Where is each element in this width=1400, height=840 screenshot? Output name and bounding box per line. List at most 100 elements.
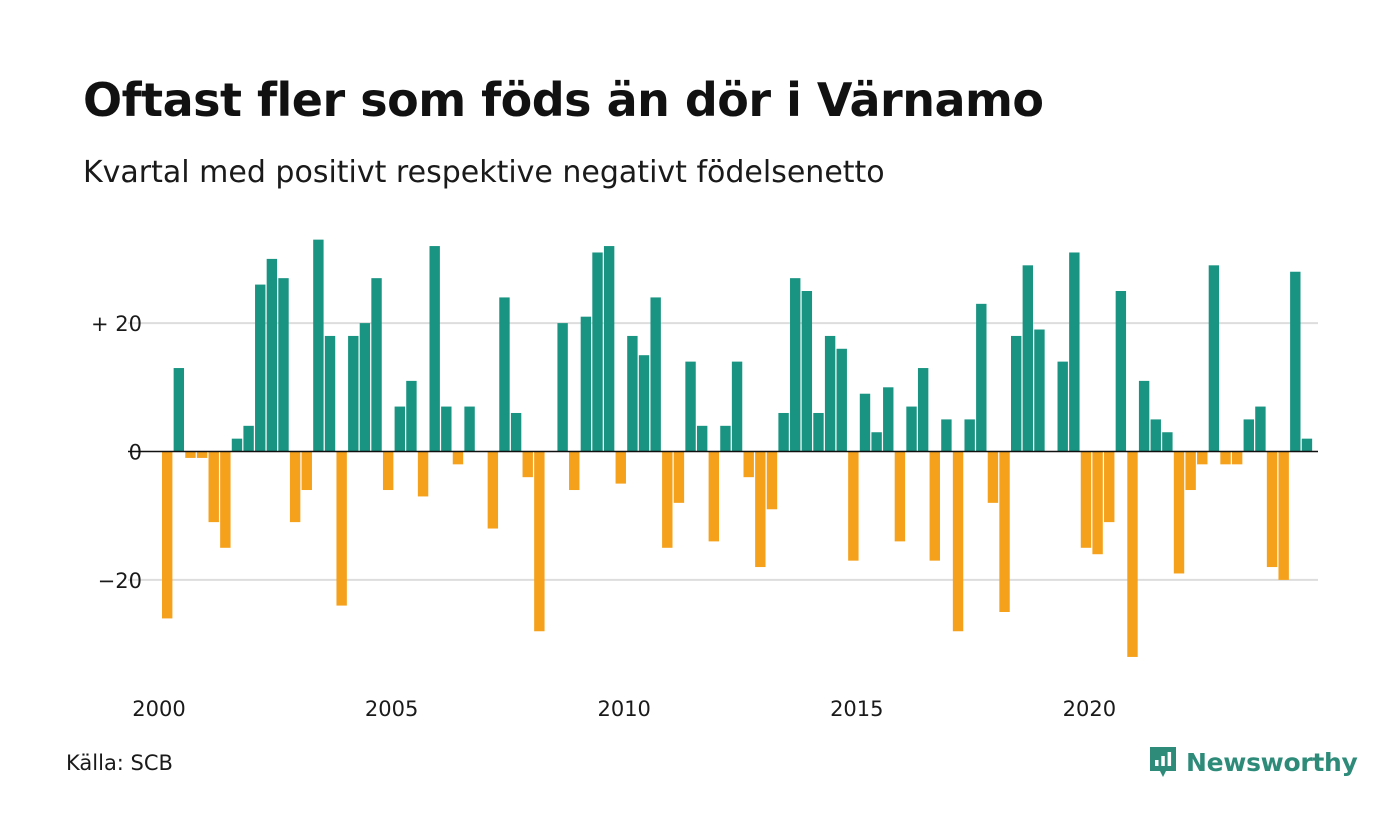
bar [662, 451, 673, 548]
bar [929, 451, 940, 561]
bar [696, 425, 708, 452]
bar [499, 297, 510, 452]
bar [685, 361, 696, 452]
bar [1069, 252, 1080, 452]
bar [708, 451, 720, 542]
bar [1092, 451, 1103, 555]
bar [1034, 329, 1045, 452]
bar [859, 393, 871, 452]
brand-name: Newsworthy [1186, 747, 1358, 777]
bar [348, 335, 359, 452]
bar [801, 291, 813, 452]
x-tick-label: 2005 [365, 697, 418, 721]
bar [289, 451, 301, 523]
bar [1162, 432, 1173, 452]
bar [1266, 451, 1278, 568]
bar [1127, 451, 1138, 657]
bar [313, 239, 324, 452]
bar [371, 278, 382, 452]
bar [999, 451, 1010, 612]
bar [1138, 380, 1150, 452]
bar [1080, 451, 1092, 548]
chart-title: Oftast fler som föds än dör i Värnamo [83, 73, 1044, 127]
bar [336, 451, 347, 606]
bar [569, 451, 580, 491]
bar [1150, 419, 1161, 452]
x-tick-label: 2020 [1063, 697, 1116, 721]
bar [1057, 361, 1068, 452]
bar [266, 258, 278, 452]
newsworthy-logo-icon [1150, 747, 1176, 777]
bar [1115, 291, 1127, 452]
bar [452, 451, 464, 465]
bar [790, 278, 801, 452]
bar [1185, 451, 1196, 491]
bar [941, 419, 952, 452]
bar [231, 438, 243, 452]
bar [964, 419, 975, 452]
bar [638, 355, 650, 452]
bar [1243, 419, 1254, 452]
bars [162, 239, 1313, 657]
bar [1197, 451, 1208, 465]
bar [185, 451, 196, 458]
bar [220, 451, 231, 548]
bar [1278, 451, 1289, 580]
bar [580, 316, 592, 452]
bar [848, 451, 859, 561]
bar [464, 406, 475, 452]
bar [359, 323, 371, 452]
bar [883, 387, 894, 452]
bar [731, 361, 743, 452]
bar [917, 368, 929, 452]
bar [208, 451, 219, 523]
bar [382, 451, 394, 491]
bar [755, 451, 766, 568]
x-tick-label: 2010 [597, 697, 650, 721]
bar [394, 406, 405, 452]
bar [650, 297, 661, 452]
bar [441, 406, 452, 452]
bar [627, 335, 638, 452]
bar [1220, 451, 1231, 465]
bar [173, 368, 185, 452]
bar [1104, 451, 1115, 523]
bar [976, 303, 987, 452]
bar [429, 246, 440, 452]
bar [1231, 451, 1243, 465]
y-tick-label: 0 [129, 441, 142, 465]
bar [1255, 406, 1266, 452]
bar [766, 451, 778, 510]
axes: + 20 0 −20 2000 2005 2010 2015 2020 [91, 312, 1318, 721]
bar [743, 451, 754, 478]
bar [1290, 271, 1301, 452]
bar [1010, 335, 1022, 452]
bar [1208, 265, 1220, 452]
bar [255, 284, 266, 452]
bar [406, 380, 417, 452]
bar [906, 406, 917, 452]
bar [278, 278, 289, 452]
chart-subtitle: Kvartal med positivt respektive negativt… [83, 155, 885, 190]
bar [824, 335, 836, 452]
bar [603, 246, 615, 452]
bar [487, 451, 499, 529]
bar [894, 451, 906, 542]
y-tick-label: −20 [98, 569, 142, 593]
bar [720, 425, 731, 452]
bar [1022, 265, 1034, 452]
source-label: Källa: SCB [66, 751, 173, 775]
bar [324, 335, 336, 452]
bar [417, 451, 429, 497]
x-tick-label: 2000 [132, 697, 185, 721]
bar [778, 412, 789, 452]
bar [952, 451, 964, 632]
bar [836, 348, 847, 452]
bar [673, 451, 685, 503]
bar [534, 451, 545, 632]
bar [522, 451, 533, 478]
y-tick-label: + 20 [91, 312, 142, 336]
x-tick-label: 2015 [830, 697, 883, 721]
brand-logo: Newsworthy [1148, 742, 1358, 782]
